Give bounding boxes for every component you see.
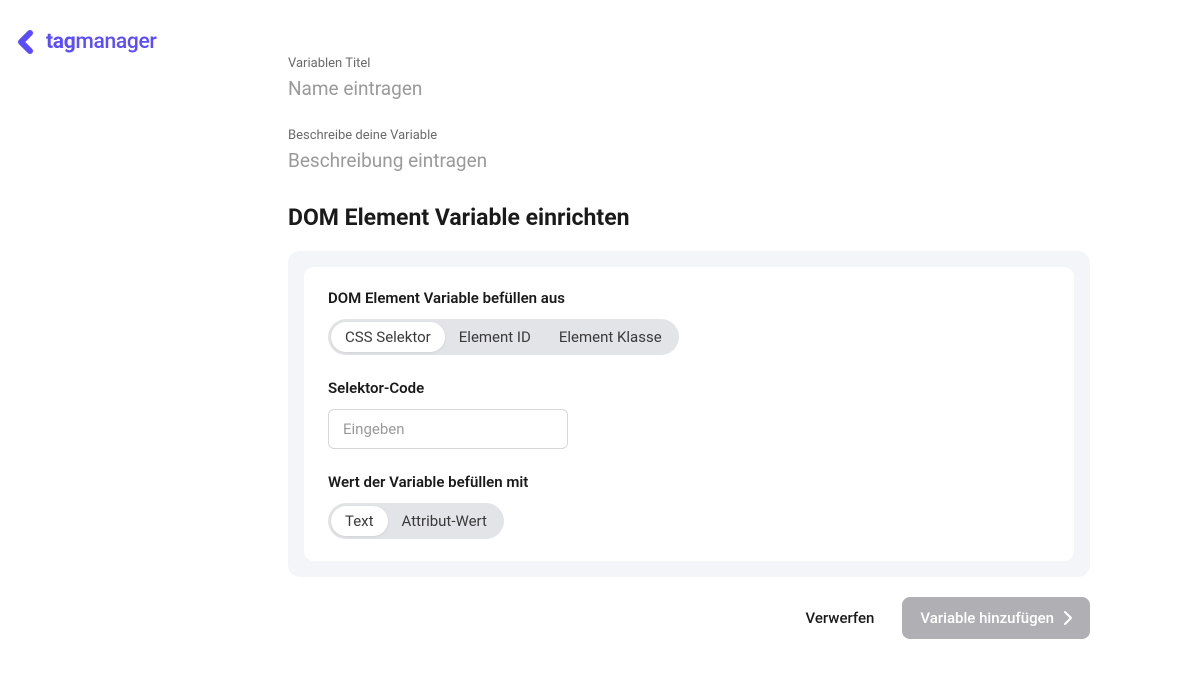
discard-button[interactable]: Verwerfen (801, 599, 878, 637)
main-form: Variablen Titel Name eintragen Beschreib… (288, 56, 1090, 639)
logo-chevron-icon (12, 28, 40, 56)
title-field-group: Variablen Titel Name eintragen (288, 56, 1090, 100)
description-input[interactable]: Beschreibung eintragen (288, 149, 1090, 172)
chevron-right-icon (1064, 611, 1072, 625)
action-bar: Verwerfen Variable hinzufügen (288, 597, 1090, 639)
segment-attribute-value[interactable]: Attribut-Wert (388, 506, 501, 536)
value-label: Wert der Variable befüllen mit (328, 473, 1050, 491)
section-heading: DOM Element Variable einrichten (288, 204, 1090, 231)
logo[interactable]: tagmanager (12, 28, 157, 56)
selector-input[interactable] (328, 409, 568, 449)
source-section: DOM Element Variable befüllen aus CSS Se… (328, 289, 1050, 375)
source-label: DOM Element Variable befüllen aus (328, 289, 1050, 307)
description-label: Beschreibe deine Variable (288, 128, 1090, 143)
add-variable-button[interactable]: Variable hinzufügen (902, 597, 1090, 639)
value-section: Wert der Variable befüllen mit Text Attr… (328, 473, 1050, 539)
segment-text[interactable]: Text (331, 506, 388, 536)
logo-text: tagmanager (46, 30, 157, 54)
segment-css-selector[interactable]: CSS Selektor (331, 322, 445, 352)
config-panel: DOM Element Variable befüllen aus CSS Se… (288, 251, 1090, 577)
selector-label: Selektor-Code (328, 379, 1050, 397)
value-segmented-control: Text Attribut-Wert (328, 503, 504, 539)
segment-element-id[interactable]: Element ID (445, 322, 545, 352)
source-segmented-control: CSS Selektor Element ID Element Klasse (328, 319, 679, 355)
description-field-group: Beschreibe deine Variable Beschreibung e… (288, 128, 1090, 172)
config-inner: DOM Element Variable befüllen aus CSS Se… (304, 267, 1074, 561)
title-input[interactable]: Name eintragen (288, 77, 1090, 100)
add-variable-label: Variable hinzufügen (920, 609, 1054, 627)
title-label: Variablen Titel (288, 56, 1090, 71)
segment-element-class[interactable]: Element Klasse (545, 322, 676, 352)
selector-section: Selektor-Code (328, 379, 1050, 469)
